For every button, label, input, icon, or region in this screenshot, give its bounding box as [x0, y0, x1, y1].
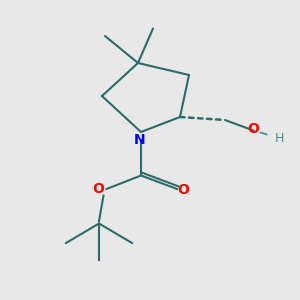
Text: O: O: [178, 184, 190, 197]
Text: H: H: [274, 131, 284, 145]
Text: O: O: [248, 122, 260, 136]
Text: N: N: [134, 134, 145, 148]
Text: O: O: [92, 182, 104, 196]
